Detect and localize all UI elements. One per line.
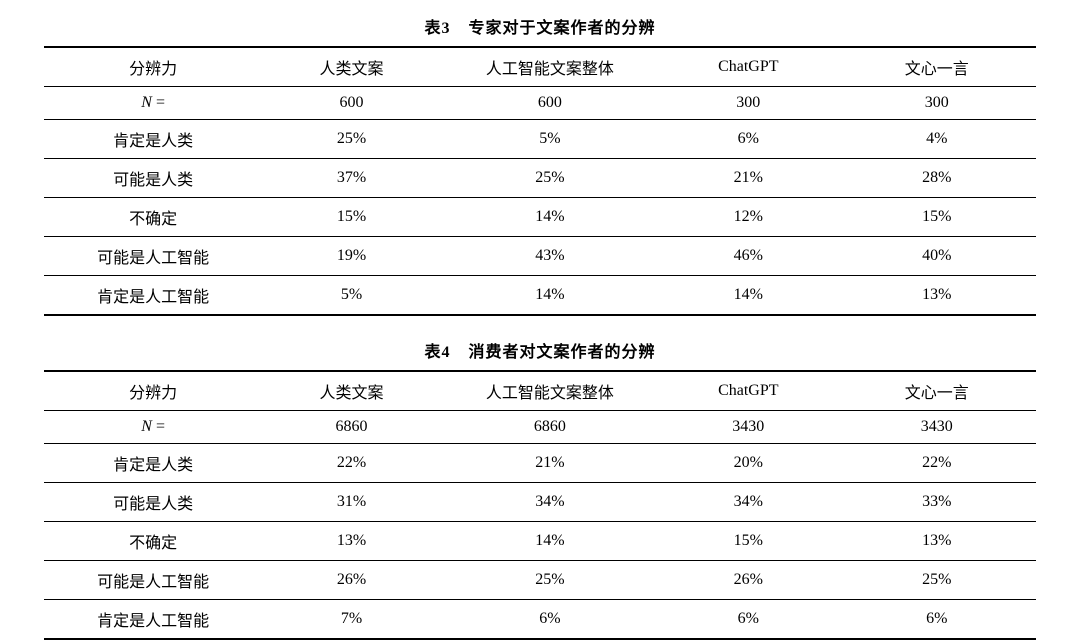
table-row: 肯定是人类22%21%20%22% — [44, 444, 1036, 483]
cell: 43% — [441, 237, 659, 276]
table-row: N =6860686034303430 — [44, 411, 1036, 444]
cell: 34% — [441, 483, 659, 522]
table4-block: 表4 消费者对文案作者的分辨 分辨力 人类文案 人工智能文案整体 ChatGPT … — [44, 338, 1036, 640]
table4-number: 表4 — [424, 344, 450, 361]
cell: 15% — [262, 198, 441, 237]
cell: 4% — [838, 120, 1036, 159]
cell: 28% — [838, 159, 1036, 198]
table3-col-3: ChatGPT — [659, 47, 838, 87]
table3-col-2: 人工智能文案整体 — [441, 47, 659, 87]
cell: 6% — [659, 120, 838, 159]
row-label: 肯定是人工智能 — [44, 600, 262, 640]
cell: 14% — [659, 276, 838, 316]
cell: 31% — [262, 483, 441, 522]
cell: 6860 — [262, 411, 441, 444]
cell: 5% — [441, 120, 659, 159]
table3-col-0: 分辨力 — [44, 47, 262, 87]
row-label: 可能是人类 — [44, 483, 262, 522]
table-row: 肯定是人工智能5%14%14%13% — [44, 276, 1036, 316]
cell: 6% — [659, 600, 838, 640]
row-label: 可能是人工智能 — [44, 561, 262, 600]
cell: 3430 — [659, 411, 838, 444]
table4-col-1: 人类文案 — [262, 371, 441, 411]
row-label: 可能是人类 — [44, 159, 262, 198]
row-label: N = — [44, 411, 262, 444]
row-label: N = — [44, 87, 262, 120]
cell: 7% — [262, 600, 441, 640]
table-row: 肯定是人类25%5%6%4% — [44, 120, 1036, 159]
cell: 6% — [441, 600, 659, 640]
cell: 21% — [659, 159, 838, 198]
table-row: 可能是人工智能19%43%46%40% — [44, 237, 1036, 276]
cell: 26% — [659, 561, 838, 600]
table4-col-4: 文心一言 — [838, 371, 1036, 411]
cell: 3430 — [838, 411, 1036, 444]
table4-col-0: 分辨力 — [44, 371, 262, 411]
cell: 34% — [659, 483, 838, 522]
cell: 600 — [441, 87, 659, 120]
table3-body: N =600600300300肯定是人类25%5%6%4%可能是人类37%25%… — [44, 87, 1036, 316]
table3-number: 表3 — [424, 20, 450, 37]
cell: 19% — [262, 237, 441, 276]
table3-title: 表3 专家对于文案作者的分辨 — [44, 14, 1036, 38]
tables-gap — [44, 316, 1036, 338]
table-row: N =600600300300 — [44, 87, 1036, 120]
cell: 13% — [838, 522, 1036, 561]
cell: 37% — [262, 159, 441, 198]
cell: 14% — [441, 276, 659, 316]
table3-col-4: 文心一言 — [838, 47, 1036, 87]
cell: 46% — [659, 237, 838, 276]
table-row: 可能是人工智能26%25%26%25% — [44, 561, 1036, 600]
cell: 300 — [838, 87, 1036, 120]
cell: 13% — [838, 276, 1036, 316]
table3-header-row: 分辨力 人类文案 人工智能文案整体 ChatGPT 文心一言 — [44, 47, 1036, 87]
cell: 14% — [441, 522, 659, 561]
cell: 25% — [441, 159, 659, 198]
row-label: 不确定 — [44, 198, 262, 237]
cell: 25% — [838, 561, 1036, 600]
cell: 12% — [659, 198, 838, 237]
table3: 分辨力 人类文案 人工智能文案整体 ChatGPT 文心一言 N =600600… — [44, 46, 1036, 316]
cell: 300 — [659, 87, 838, 120]
row-label: 可能是人工智能 — [44, 237, 262, 276]
cell: 25% — [441, 561, 659, 600]
table4-col-2: 人工智能文案整体 — [441, 371, 659, 411]
table-row: 可能是人类31%34%34%33% — [44, 483, 1036, 522]
row-label: 肯定是人类 — [44, 444, 262, 483]
table-row: 可能是人类37%25%21%28% — [44, 159, 1036, 198]
table4: 分辨力 人类文案 人工智能文案整体 ChatGPT 文心一言 N =686068… — [44, 370, 1036, 640]
cell: 15% — [838, 198, 1036, 237]
table4-title: 表4 消费者对文案作者的分辨 — [44, 338, 1036, 362]
cell: 15% — [659, 522, 838, 561]
table-row: 肯定是人工智能7%6%6%6% — [44, 600, 1036, 640]
table-row: 不确定13%14%15%13% — [44, 522, 1036, 561]
cell: 600 — [262, 87, 441, 120]
row-label: 肯定是人类 — [44, 120, 262, 159]
row-label: 肯定是人工智能 — [44, 276, 262, 316]
cell: 21% — [441, 444, 659, 483]
cell: 40% — [838, 237, 1036, 276]
table4-col-3: ChatGPT — [659, 371, 838, 411]
cell: 26% — [262, 561, 441, 600]
cell: 33% — [838, 483, 1036, 522]
cell: 5% — [262, 276, 441, 316]
cell: 13% — [262, 522, 441, 561]
table-row: 不确定15%14%12%15% — [44, 198, 1036, 237]
table3-title-text: 专家对于文案作者的分辨 — [469, 20, 656, 37]
cell: 22% — [262, 444, 441, 483]
row-label: 不确定 — [44, 522, 262, 561]
table3-block: 表3 专家对于文案作者的分辨 分辨力 人类文案 人工智能文案整体 ChatGPT … — [44, 14, 1036, 316]
cell: 6860 — [441, 411, 659, 444]
cell: 6% — [838, 600, 1036, 640]
table3-col-1: 人类文案 — [262, 47, 441, 87]
cell: 20% — [659, 444, 838, 483]
cell: 25% — [262, 120, 441, 159]
cell: 14% — [441, 198, 659, 237]
table4-header-row: 分辨力 人类文案 人工智能文案整体 ChatGPT 文心一言 — [44, 371, 1036, 411]
table4-body: N =6860686034303430肯定是人类22%21%20%22%可能是人… — [44, 411, 1036, 640]
table4-title-text: 消费者对文案作者的分辨 — [469, 344, 656, 361]
cell: 22% — [838, 444, 1036, 483]
